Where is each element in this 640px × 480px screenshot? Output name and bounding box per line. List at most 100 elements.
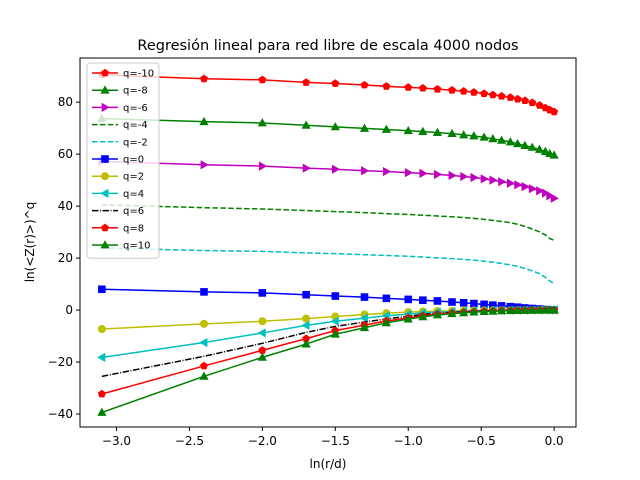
legend-label: q=-4: [123, 120, 148, 131]
x-tick-label: 0.0: [545, 434, 564, 448]
data-point: [448, 298, 456, 306]
data-point: [200, 160, 209, 170]
legend-marker: [101, 102, 110, 112]
x-tick-label: −3.0: [102, 434, 131, 448]
legend-marker: [101, 68, 109, 77]
legend-entry: q=-10: [92, 69, 154, 80]
data-point: [520, 96, 529, 105]
data-point: [497, 92, 506, 100]
data-point: [199, 116, 209, 126]
y-tick-label: 60: [58, 147, 73, 161]
data-point: [257, 118, 267, 127]
data-point: [527, 305, 537, 314]
series-q=-4: [101, 204, 555, 242]
data-point: [97, 389, 106, 398]
legend: q=-10 q=-8 q=-6 q=-4 q=-2 q=0 q=2 q=4 q=6 q=8 q=10: [86, 62, 160, 259]
data-point: [550, 193, 559, 203]
y-tick-label: −20: [48, 355, 73, 369]
data-point: [497, 135, 507, 144]
data-point: [505, 137, 515, 146]
series-layer: [97, 70, 559, 416]
data-point: [520, 140, 530, 149]
data-point: [469, 131, 479, 140]
legend-label: q=4: [123, 189, 144, 200]
data-point: [514, 180, 523, 190]
data-point: [199, 337, 208, 348]
data-point: [506, 178, 516, 188]
data-point: [258, 161, 268, 171]
series-line-q=-4: [101, 204, 555, 242]
data-point: [403, 125, 413, 135]
x-tick-label: −2.0: [248, 434, 277, 448]
chart-title: Regresión lineal para red libre de escal…: [137, 38, 518, 54]
y-tick-label: 40: [58, 199, 73, 213]
data-point: [361, 166, 370, 176]
data-point: [302, 78, 311, 86]
series-q=-2: [101, 247, 555, 285]
data-point: [419, 296, 427, 304]
x-tick-label: −1.0: [394, 434, 423, 448]
data-point: [497, 306, 507, 315]
legend-label: q=0: [123, 155, 144, 166]
data-point: [480, 174, 489, 184]
data-point: [434, 169, 443, 180]
legend-entry: q=-4: [92, 120, 148, 131]
data-point: [97, 352, 106, 362]
data-point: [469, 88, 478, 96]
data-point: [448, 86, 456, 94]
legend-entry: q=2: [92, 172, 144, 183]
data-point: [521, 182, 530, 192]
data-point: [513, 94, 522, 103]
data-point: [404, 167, 414, 178]
x-tick-label: −1.5: [321, 434, 350, 448]
legend-label: q=-6: [123, 103, 148, 114]
data-point: [302, 334, 311, 343]
legend-entry: q=-6: [92, 102, 148, 114]
x-axis-label: ln(r/d): [310, 457, 347, 471]
legend-marker: [100, 240, 110, 249]
legend-entry: q=-2: [92, 137, 148, 148]
x-tick-label: −0.5: [467, 434, 496, 448]
data-point: [302, 163, 311, 173]
legend-label: q=2: [123, 172, 144, 183]
legend-marker: [101, 223, 109, 232]
plot-area: [97, 70, 559, 416]
x-axis: −3.0 −2.5 −2.0 −1.5 −1.0 −0.5 0.0: [102, 427, 564, 448]
data-point: [459, 298, 468, 307]
data-point: [497, 302, 506, 310]
x-tick-label: −2.5: [175, 434, 204, 448]
series-q=10: [97, 305, 559, 416]
data-point: [200, 361, 208, 370]
data-point: [199, 371, 209, 380]
legend-entry: q=0: [92, 155, 144, 166]
data-point: [448, 170, 457, 181]
data-point: [359, 322, 370, 332]
y-tick-label: 80: [58, 95, 73, 109]
y-axis-label: ln(<Z(r)>)^q: [23, 202, 37, 283]
data-point: [330, 316, 339, 326]
data-point: [506, 93, 515, 101]
data-point: [520, 305, 530, 314]
data-point: [331, 292, 340, 300]
data-point: [382, 294, 391, 303]
legend-label: q=-10: [123, 69, 154, 80]
data-point: [257, 352, 267, 361]
data-point: [200, 319, 208, 328]
legend-label: q=-8: [123, 86, 148, 97]
data-point: [433, 84, 442, 93]
data-point: [469, 307, 479, 316]
legend-marker: [100, 85, 110, 94]
data-point: [549, 150, 559, 159]
series-line-q=-2: [101, 247, 555, 285]
data-point: [459, 307, 469, 317]
data-point: [534, 305, 545, 314]
legend-entry: q=10: [92, 240, 150, 252]
data-point: [498, 177, 507, 187]
data-point: [505, 305, 515, 315]
legend-entry: q=8: [92, 223, 144, 234]
data-point: [382, 82, 391, 90]
data-point: [536, 186, 545, 196]
data-point: [301, 339, 311, 348]
data-point: [534, 144, 545, 153]
data-point: [97, 407, 107, 416]
